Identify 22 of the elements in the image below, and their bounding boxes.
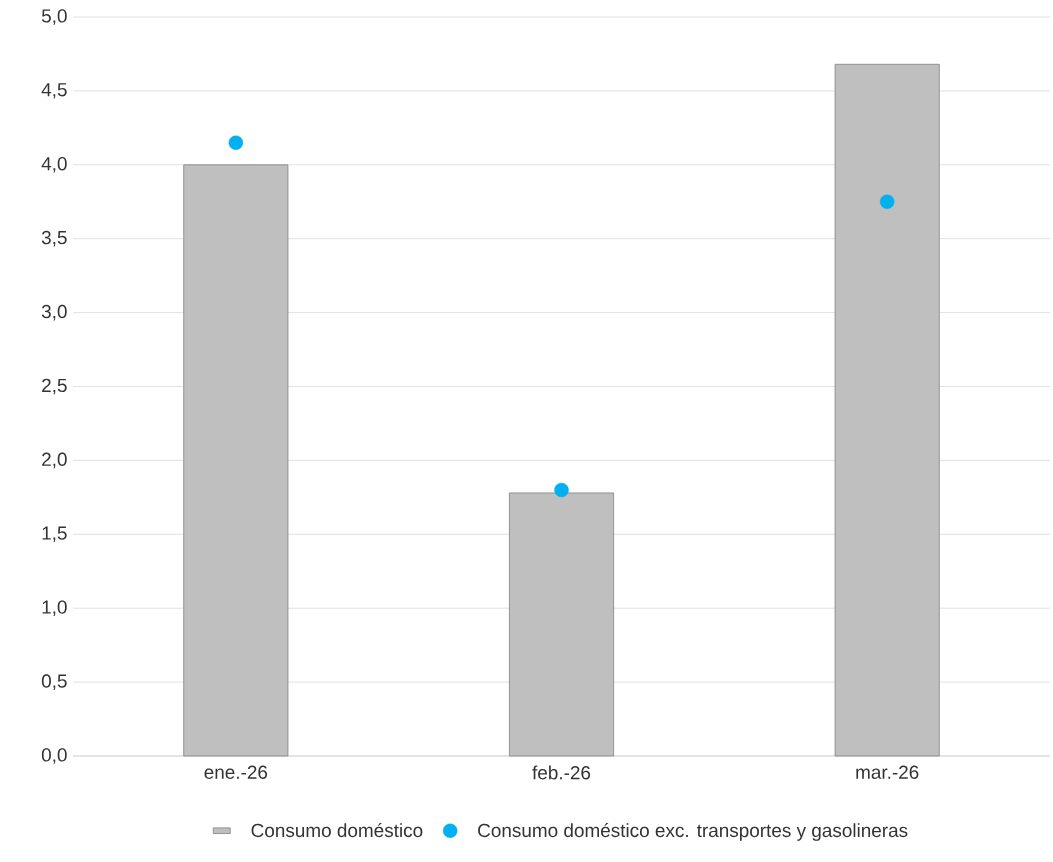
point bbox=[879, 194, 895, 209]
y-tick-label: 2,0 bbox=[42, 452, 67, 469]
bar bbox=[183, 164, 289, 757]
y-tick-label: 5,0 bbox=[41, 9, 67, 25]
legend-label: Consumo doméstico exc. transportes y gasolineras bbox=[478, 823, 908, 841]
y-tick-label: 3,5 bbox=[41, 230, 67, 247]
bar bbox=[834, 63, 940, 757]
y-tick-label: 3,0 bbox=[41, 304, 67, 321]
point bbox=[554, 482, 569, 498]
x-tick-label: ene.-26 bbox=[204, 765, 268, 779]
x-tick-label: mar.-26 bbox=[856, 765, 919, 779]
legend-label: Consumo doméstico bbox=[251, 823, 423, 838]
y-tick-label: 0,0 bbox=[41, 748, 67, 764]
y-tick-label: 4,5 bbox=[41, 83, 67, 99]
x-tick-label: feb.-26 bbox=[532, 765, 591, 780]
bar bbox=[509, 492, 615, 757]
point bbox=[228, 135, 244, 150]
y-tick-label: 2,5 bbox=[42, 378, 67, 395]
y-tick-label: 4,0 bbox=[41, 156, 67, 173]
y-tick-label: 0,5 bbox=[41, 674, 67, 690]
y-tick-label: 1,0 bbox=[42, 600, 67, 617]
y-tick-label: 1,5 bbox=[42, 526, 67, 543]
